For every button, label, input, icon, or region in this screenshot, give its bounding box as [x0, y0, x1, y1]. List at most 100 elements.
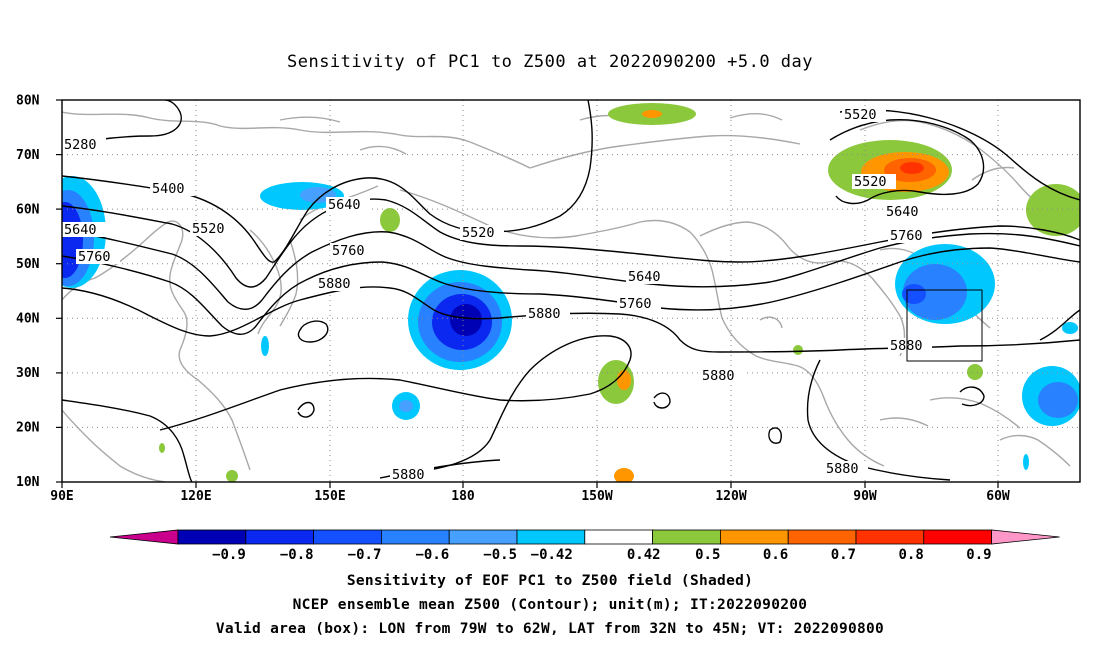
- caption-line-1: Sensitivity of EOF PC1 to Z500 field (Sh…: [346, 573, 754, 589]
- colorbar-tick-label: 0.6: [763, 547, 788, 563]
- lat-tick-label: 80N: [16, 94, 40, 109]
- shade-positive-small: [380, 208, 400, 232]
- contour-label: 5880: [890, 338, 923, 354]
- contour-5880-isle5: [959, 386, 985, 407]
- shade-positive-tiny-3: [159, 443, 165, 453]
- lat-tick-label: 60N: [16, 203, 40, 218]
- contour-5880-isle1: [297, 320, 329, 343]
- lat-tick-label: 10N: [16, 475, 40, 490]
- lon-tick-label: 90W: [853, 489, 877, 504]
- z500-contours: [62, 100, 1080, 482]
- colorbar-swatch: [516, 529, 586, 545]
- contour-label: 5760: [619, 296, 652, 312]
- colorbar-swatch: [313, 529, 382, 545]
- contour-label: 5640: [64, 222, 97, 238]
- contour-label: 5520: [462, 225, 495, 241]
- colorbar-swatch: [448, 529, 518, 545]
- shade-positive-central-core: [617, 370, 631, 390]
- contour-5640: [62, 229, 1080, 310]
- contour-label: 5760: [332, 243, 365, 259]
- shade-positive-far-east: [1026, 184, 1080, 236]
- colorbar-arrow-high: [991, 529, 1060, 545]
- contour-5520-west: [62, 198, 1080, 288]
- colorbar-tick-label: 0.9: [966, 547, 991, 563]
- colorbar-tick-label: 0.7: [831, 547, 856, 563]
- contour-label: 5520: [844, 107, 877, 123]
- shade-negative-east-core: [902, 284, 926, 304]
- contour-label: 5880: [702, 368, 735, 384]
- shade-negative-tiny-2: [1023, 454, 1029, 470]
- colorbar-tick-label: −0.7: [348, 547, 382, 563]
- colorbar-swatch: [720, 529, 789, 545]
- contour-label: 5640: [628, 269, 661, 285]
- shade-positive-arctic-core: [900, 162, 924, 174]
- shade-negative-far-east-small: [1062, 322, 1078, 334]
- lon-tick-label: 180: [451, 489, 475, 504]
- colorbar-tick-label: −0.8: [280, 547, 314, 563]
- contour-label: 5640: [328, 197, 361, 213]
- lon-tick-label: 60W: [986, 489, 1010, 504]
- contour-5880-east: [806, 359, 951, 481]
- contour-label: 5880: [318, 276, 351, 292]
- colorbar-tick-label: −0.6: [415, 547, 449, 563]
- colorbar-tick-label: 0.8: [899, 547, 924, 563]
- contour-label: 5280: [64, 137, 97, 153]
- contour-5400: [62, 100, 593, 263]
- colorbar-tick-label: −0.9: [212, 547, 246, 563]
- contour-label: 5640: [886, 204, 919, 220]
- shade-negative-south-small-inner: [399, 400, 413, 412]
- caption-line-3: Valid area (box): LON from 79W to 62W, L…: [215, 621, 885, 637]
- contour-5880-isle4: [768, 427, 782, 444]
- contour-labels: 5280 5400 5520 5640 5760 5640 5760 5880 …: [62, 107, 932, 483]
- contour-5880-main: [62, 286, 1080, 353]
- lat-tick-label: 30N: [16, 366, 40, 381]
- shade-negative-tiny: [261, 336, 269, 356]
- colorbar-swatch: [380, 529, 450, 545]
- contour-label: 5880: [528, 306, 561, 322]
- valid-area-box: [906, 289, 983, 362]
- contour-label: 5880: [392, 467, 425, 483]
- contour-5880-isle3: [297, 401, 315, 418]
- colorbar-swatch: [787, 529, 857, 545]
- lat-tick-label: 70N: [16, 148, 40, 163]
- chart-title: Sensitivity of PC1 to Z500 at 2022090200…: [286, 52, 813, 72]
- caption-line-2: NCEP ensemble mean Z500 (Contour); unit(…: [292, 597, 808, 613]
- colorbar-swatch: [923, 529, 992, 545]
- colorbar-swatch: [855, 529, 925, 545]
- contour-5880-pacific: [159, 335, 632, 475]
- contour-label: 5520: [854, 174, 887, 190]
- colorbar-swatch: [584, 529, 653, 545]
- contour-5880-right: [1039, 309, 1080, 341]
- colorbar-swatch: [245, 529, 315, 545]
- shade-negative-west-core: [62, 202, 83, 278]
- latitude-labels: 80N 70N 60N 50N 40N 30N 20N 10N: [16, 94, 40, 491]
- axis-ticks: [56, 99, 999, 488]
- shade-negative-far-east-inner: [1038, 382, 1078, 418]
- plot-frame: [61, 99, 1081, 483]
- colorbar-tick-label: −0.5: [483, 547, 517, 563]
- contour-label: 5880: [826, 461, 859, 477]
- contour-label: 5760: [78, 249, 111, 265]
- lon-tick-label: 90E: [50, 489, 73, 504]
- colorbar-swatch: [652, 529, 721, 545]
- lat-tick-label: 20N: [16, 421, 40, 436]
- shade-negative-east-mid: [903, 264, 967, 320]
- contour-5880-isle2: [653, 392, 671, 409]
- lon-tick-label: 120E: [180, 489, 211, 504]
- lat-tick-label: 40N: [16, 312, 40, 327]
- contour-label: 5520: [192, 221, 225, 237]
- lon-tick-label: 150E: [314, 489, 345, 504]
- lon-tick-label: 120W: [715, 489, 746, 504]
- contour-label: 5760: [890, 228, 923, 244]
- shade-positive-south: [614, 468, 634, 482]
- colorbar-tick-label: −0.42: [531, 547, 573, 563]
- contour-5760: [62, 247, 1080, 335]
- lon-tick-label: 150W: [581, 489, 612, 504]
- lat-tick-label: 50N: [16, 257, 40, 272]
- shade-positive-east-small: [967, 364, 983, 380]
- longitude-labels: 90E 120E 150E 180 150W 120W 90W 60W: [50, 489, 1010, 504]
- contour-5520-arctic: [829, 118, 985, 205]
- shade-negative-dateline-center: [450, 304, 482, 336]
- contour-label: 5400: [152, 181, 185, 197]
